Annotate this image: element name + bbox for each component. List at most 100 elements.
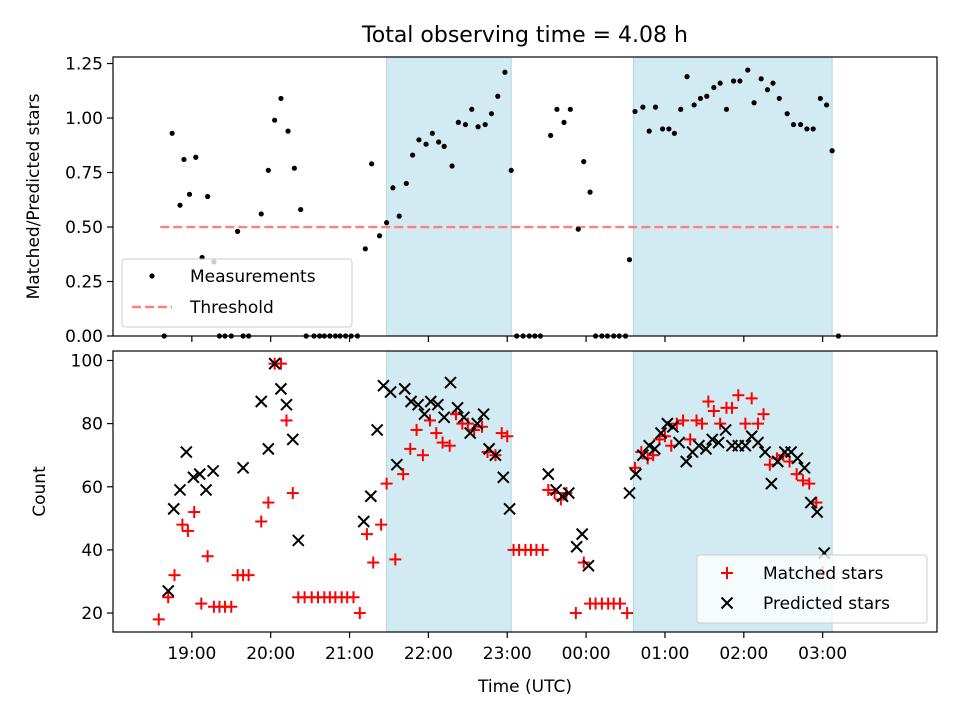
matched-point: [696, 417, 709, 430]
bottom-ytick-label: 80: [81, 415, 103, 435]
matched-point: [739, 417, 752, 430]
measurement-point: [717, 80, 723, 86]
measurement-point: [169, 130, 175, 136]
measurement-point: [181, 156, 187, 163]
matched-point: [255, 515, 268, 528]
predicted-point: [390, 458, 404, 471]
bottom-ytick-label: 20: [81, 604, 103, 624]
legend-label-measurements: Measurements: [190, 267, 316, 287]
predicted-point: [370, 423, 384, 437]
measurement-point: [390, 185, 396, 191]
matched-point: [375, 518, 388, 531]
measurement-point: [234, 228, 241, 234]
bottom-ytick-label: 60: [81, 478, 103, 498]
predicted-point: [672, 436, 686, 449]
measurement-point: [265, 167, 271, 173]
predicted-point: [471, 417, 484, 430]
matched-point: [803, 477, 816, 490]
predicted-point: [206, 464, 220, 478]
measurement-point: [646, 128, 652, 134]
top-legend-box: [121, 258, 353, 328]
measurement-point: [804, 126, 810, 132]
legend-label-predicted: Predicted stars: [763, 594, 890, 614]
predicted-point: [758, 445, 772, 459]
predicted-point: [804, 496, 818, 509]
matched-point: [702, 395, 715, 408]
measurement-point: [581, 159, 587, 165]
predicted-point: [357, 515, 370, 528]
measurement-point: [436, 139, 442, 145]
top-ytick-label: 0.25: [65, 273, 103, 293]
predicted-point: [719, 423, 732, 437]
predicted-point: [798, 461, 811, 475]
legend-label-matched: Matched stars: [763, 564, 883, 584]
measurement-point: [723, 106, 730, 112]
measurement-point: [666, 126, 672, 132]
predicted-point: [255, 395, 268, 408]
predicted-point: [765, 477, 778, 490]
measurement-point: [396, 213, 402, 219]
measurement-point: [508, 167, 514, 173]
matched-point: [225, 600, 238, 613]
measurement-point: [829, 148, 835, 154]
matched-point: [181, 524, 194, 537]
predicted-point: [542, 467, 555, 481]
top-y-axis-label: Matched/Predicted stars: [24, 93, 44, 299]
predicted-point: [503, 502, 516, 516]
bottom-ytick-label: 100: [71, 351, 103, 371]
measurement-point: [362, 246, 368, 252]
predicted-point: [199, 483, 213, 497]
predicted-point: [712, 436, 725, 449]
predicted-point: [648, 442, 661, 456]
matched-point: [188, 506, 201, 519]
predicted-point: [623, 486, 636, 500]
measurement-point: [410, 152, 416, 158]
predicted-point: [570, 540, 583, 553]
predicted-point: [771, 455, 784, 468]
legend-x-glyph: [720, 596, 734, 610]
matched-point: [461, 417, 474, 430]
top-ytick-label: 1.00: [65, 109, 103, 129]
xtick-label: 23:00: [483, 644, 532, 664]
matched-point: [152, 613, 165, 626]
top-ytick-label: 1.25: [65, 55, 103, 75]
predicted-point: [575, 527, 589, 541]
measurement-point: [587, 189, 593, 195]
matched-point: [423, 414, 436, 427]
measurement-point: [502, 69, 508, 75]
predicted-point: [437, 411, 451, 424]
matched-point: [168, 569, 181, 582]
measurement-point: [652, 104, 659, 110]
matched-point: [397, 468, 410, 481]
matched-point: [430, 427, 443, 440]
matched-point: [476, 420, 489, 433]
measurement-point: [441, 143, 447, 149]
legend-plus-glyph: [721, 567, 733, 579]
predicted-point: [286, 433, 299, 446]
measurement-point: [455, 119, 461, 125]
measurement-point: [475, 124, 481, 130]
predicted-point: [489, 448, 502, 462]
matched-point: [542, 483, 555, 496]
matched-point: [677, 414, 690, 427]
xtick-label: 01:00: [640, 644, 689, 664]
measurement-point: [824, 102, 830, 108]
matched-point: [621, 607, 634, 620]
bottom-legend: Matched stars Predicted stars: [696, 554, 928, 624]
matched-point: [367, 556, 380, 569]
predicted-point: [262, 442, 275, 456]
matched-point: [280, 414, 293, 427]
top-legend: Measurements Threshold: [121, 258, 353, 328]
measurement-point: [298, 206, 304, 213]
measurement-point: [745, 67, 751, 73]
predicted-point: [364, 490, 378, 503]
matched-point: [410, 423, 423, 436]
observing-window-2: [632, 56, 833, 337]
matched-point: [416, 449, 429, 462]
top-ytick-label: 0.00: [65, 327, 103, 347]
matched-point: [242, 569, 255, 582]
matched-point: [577, 556, 590, 569]
bottom-y-axis-label: Count: [30, 466, 50, 517]
measurement-point: [416, 137, 422, 143]
